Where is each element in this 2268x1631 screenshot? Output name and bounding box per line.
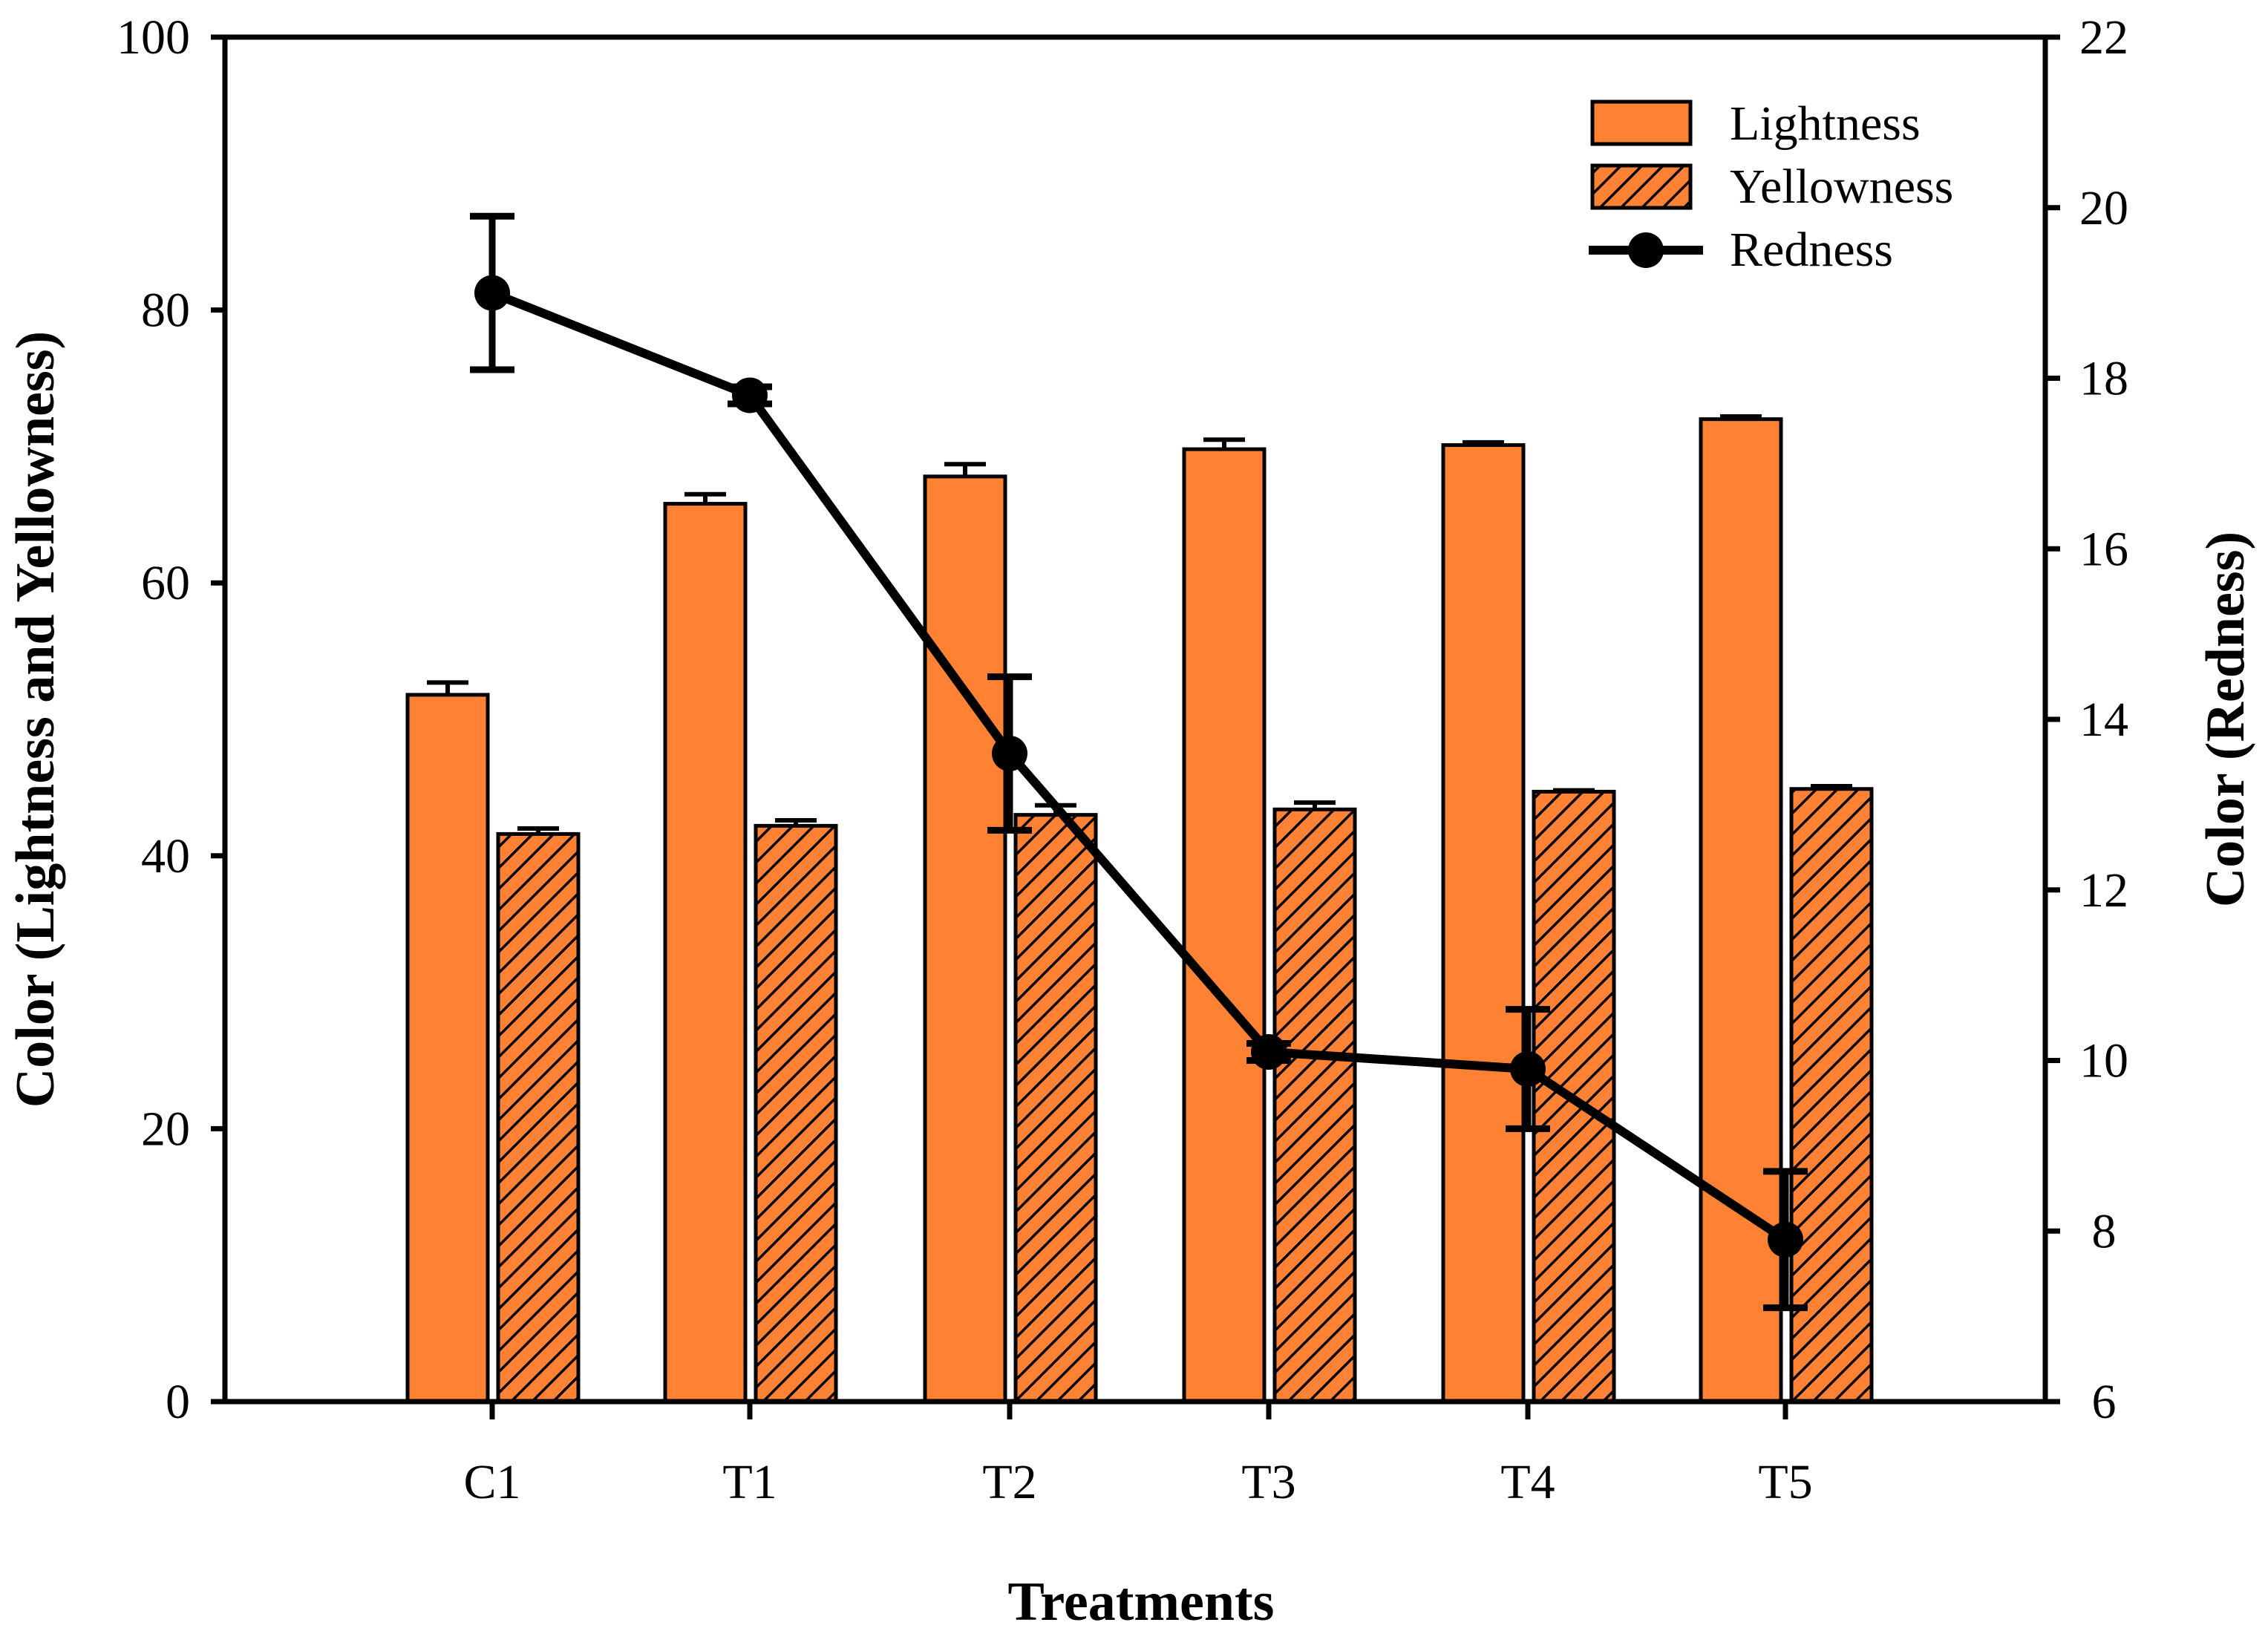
left-axis-ticks: 0 20 40 60 80 100 — [117, 10, 225, 1429]
yellowness-bar — [1789, 787, 1874, 1404]
legend-swatch-yellowness — [1590, 163, 1693, 210]
x-tick-label: T5 — [1758, 1455, 1812, 1509]
bars-layer — [405, 417, 1874, 1404]
right-tick-label: 16 — [2079, 522, 2128, 576]
redness-line — [490, 289, 1788, 1243]
yellowness-bar — [1272, 807, 1357, 1404]
legend-label-redness: Redness — [1730, 223, 1893, 277]
legend-item-lightness: Lightness — [1590, 97, 1921, 151]
yellowness-bar — [754, 823, 838, 1404]
left-tick-label: 0 — [166, 1375, 190, 1429]
redness-point — [732, 377, 768, 414]
x-tick-label: T3 — [1241, 1455, 1295, 1509]
x-tick-label: T1 — [722, 1455, 777, 1509]
right-tick-label: 20 — [2079, 181, 2128, 235]
legend: Lightness Yellowness Redness — [1589, 97, 1953, 277]
lightness-bar — [405, 693, 490, 1404]
redness-line-layer — [470, 212, 1808, 1312]
redness-point — [474, 275, 510, 311]
x-tick-label: T4 — [1500, 1455, 1555, 1509]
lightness-bar — [923, 474, 1007, 1404]
x-tick-label: C1 — [463, 1455, 520, 1509]
left-tick-label: 80 — [141, 284, 190, 338]
x-axis-title: Treatments — [1008, 1572, 1275, 1631]
right-tick-label: 6 — [2092, 1375, 2117, 1429]
legend-swatch-lightness — [1590, 99, 1693, 146]
right-axis-ticks: 6 8 10 12 14 16 18 20 22 — [2045, 10, 2128, 1429]
left-tick-label: 60 — [141, 556, 190, 610]
yellowness-bar — [1013, 813, 1098, 1404]
lightness-bar — [1441, 443, 1526, 1404]
legend-item-redness: Redness — [1589, 223, 1893, 277]
x-axis-ticks: C1 T1 T2 T3 T4 T5 — [463, 1402, 1813, 1509]
left-axis-title: Color (Lightness and Yellowness) — [5, 331, 66, 1108]
redness-point — [1510, 1050, 1546, 1087]
legend-swatch-redness-marker — [1628, 232, 1664, 268]
right-tick-label: 22 — [2079, 10, 2128, 65]
right-tick-label: 18 — [2079, 352, 2128, 406]
left-tick-label: 20 — [141, 1102, 190, 1156]
lightness-bar — [1182, 447, 1267, 1404]
lightness-bar — [1699, 417, 1783, 1404]
right-tick-label: 12 — [2079, 863, 2128, 918]
redness-point — [1251, 1034, 1287, 1071]
legend-label-yellowness: Yellowness — [1730, 160, 1953, 214]
x-tick-label: T2 — [982, 1455, 1036, 1509]
right-tick-label: 14 — [2079, 693, 2128, 747]
lightness-bar — [663, 502, 748, 1404]
redness-point — [1768, 1221, 1803, 1258]
legend-item-yellowness: Yellowness — [1590, 160, 1953, 214]
redness-point — [992, 735, 1027, 771]
right-tick-label: 10 — [2079, 1034, 2128, 1088]
yellowness-bar — [496, 831, 581, 1404]
left-tick-label: 40 — [141, 829, 190, 883]
right-axis-title: Color (Redness) — [2195, 532, 2256, 907]
bar-error-bars-layer — [427, 414, 1852, 834]
right-tick-label: 8 — [2092, 1204, 2117, 1258]
left-tick-label: 100 — [117, 10, 190, 65]
legend-label-lightness: Lightness — [1730, 97, 1921, 151]
